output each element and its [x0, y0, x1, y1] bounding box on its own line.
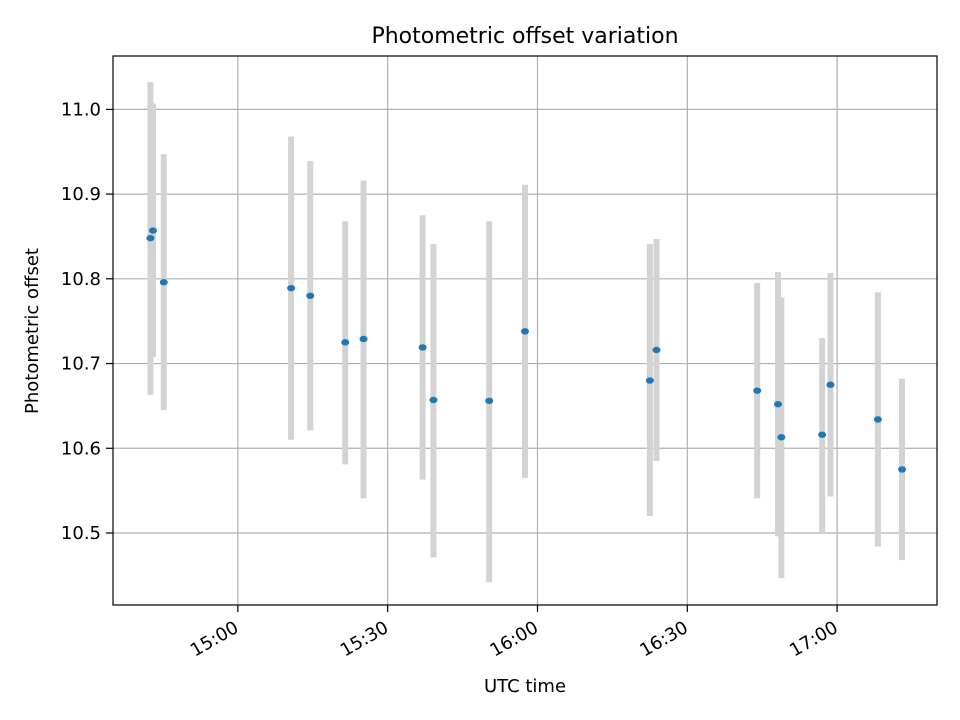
plot-frame: [112, 55, 938, 606]
y-tick-label: 10.9: [61, 184, 101, 205]
data-point: [777, 434, 786, 441]
y-axis: 10.5 10.6 10.7 10.8 10.9 11.0: [61, 99, 113, 544]
y-tick-label: 11.0: [61, 99, 101, 120]
data-point: [306, 292, 315, 299]
y-tick-label: 10.5: [61, 523, 101, 544]
data-point: [146, 234, 155, 242]
y-tick-label: 10.7: [61, 354, 101, 375]
data-point: [521, 328, 529, 335]
data-point: [341, 339, 350, 346]
data-point: [159, 279, 168, 286]
data-point: [873, 416, 882, 423]
data-point: [148, 227, 157, 234]
data-point: [485, 397, 494, 405]
y-tick-label: 10.8: [61, 269, 101, 290]
y-axis-label: Photometric offset: [22, 248, 43, 414]
data-points: [146, 227, 907, 473]
data-point: [418, 344, 427, 351]
data-point: [652, 346, 661, 354]
data-point: [359, 335, 368, 343]
data-point: [818, 431, 827, 438]
x-axis-label: UTC time: [484, 676, 566, 697]
chart-title: Photometric offset variation: [371, 24, 678, 49]
data-point: [774, 401, 783, 408]
data-point: [429, 396, 438, 404]
y-tick-label: 10.6: [61, 438, 101, 459]
data-point: [753, 387, 762, 394]
data-point: [287, 284, 296, 292]
data-point: [826, 381, 835, 388]
data-point: [645, 377, 654, 384]
data-point: [898, 466, 907, 473]
